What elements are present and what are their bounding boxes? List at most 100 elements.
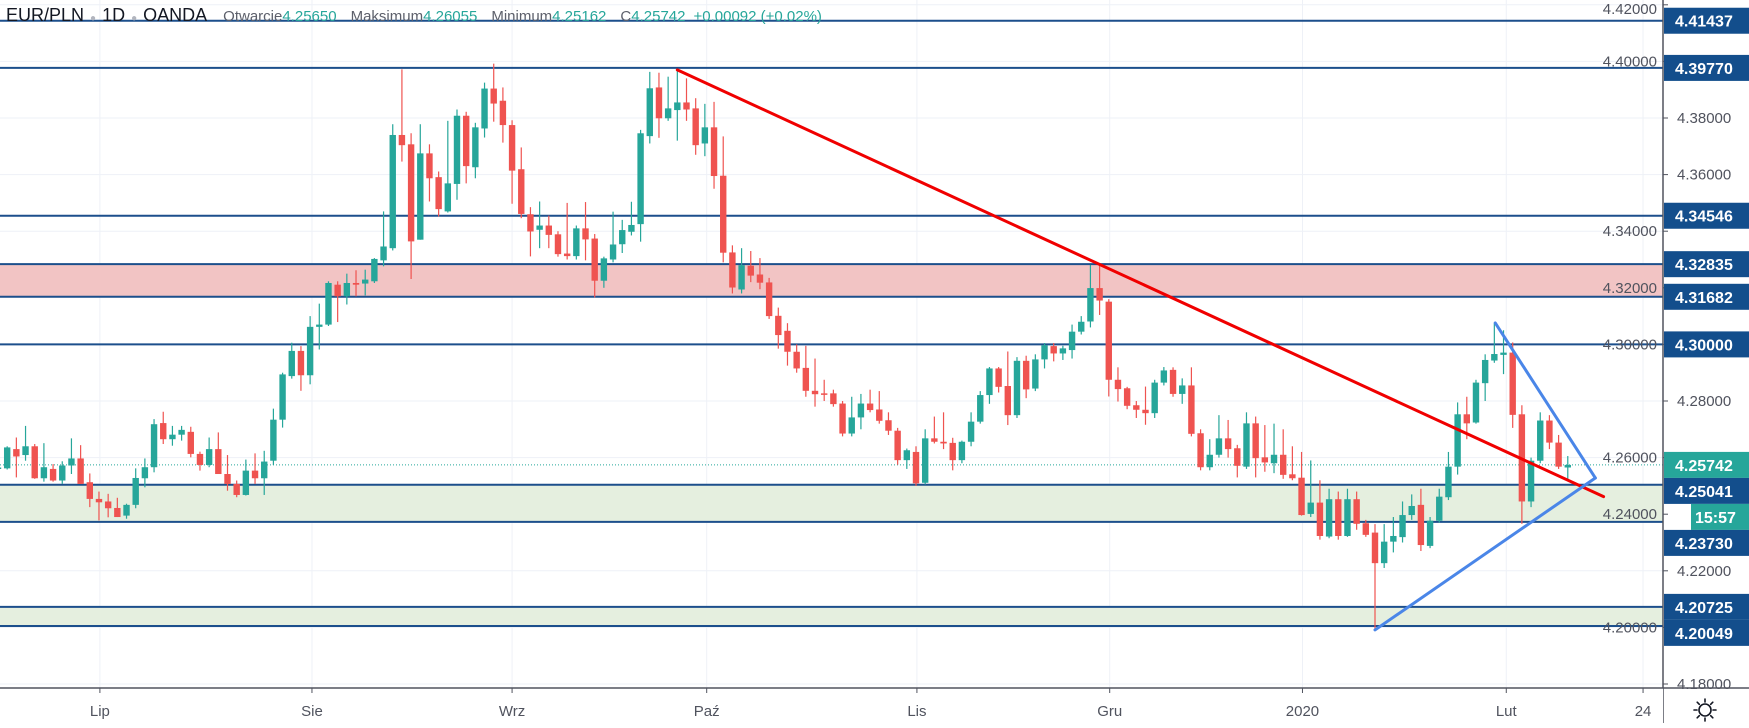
candle: [352, 270, 360, 297]
candle: [765, 277, 773, 319]
candle-body: [591, 238, 598, 281]
level-price-label-box: [1664, 477, 1749, 504]
candle: [1188, 367, 1195, 437]
level-price-label: 4.32835: [1664, 251, 1749, 278]
candle: [912, 446, 920, 486]
candle: [472, 122, 479, 179]
price-tick-label: 4.30000: [1603, 336, 1657, 353]
triangle-upper-line[interactable]: [1493, 321, 1597, 480]
candle: [646, 71, 653, 144]
price-axis[interactable]: 4.42000 4.40000 4.38000 4.36000 4.34000 4.320…: [1603, 0, 1749, 723]
candle: [903, 448, 911, 469]
level-price-label: 4.41437: [1664, 7, 1749, 34]
candle: [435, 171, 442, 217]
candle-body: [1307, 502, 1314, 514]
candle-body: [1041, 345, 1048, 360]
bar-countdown-label: 15:57: [1691, 503, 1749, 530]
support-zone: [0, 606, 1663, 627]
candle: [986, 367, 993, 404]
candle-body: [233, 483, 240, 495]
candle: [683, 78, 690, 121]
level-price-label-text: 4.30000: [1675, 337, 1733, 354]
candle-body: [1068, 331, 1076, 351]
candle-body: [187, 431, 194, 454]
candle: [389, 124, 396, 251]
level-price-label: 4.30000: [1664, 331, 1749, 358]
candle: [1261, 425, 1269, 472]
candle-body: [1509, 352, 1516, 415]
resistance-zone: [0, 264, 1663, 297]
price-tick-label: 4.38000: [1677, 110, 1731, 127]
candle-body: [160, 423, 167, 440]
level-price-label: 4.20049: [1664, 619, 1749, 646]
candle: [261, 450, 268, 495]
candle: [68, 438, 75, 475]
candle: [1078, 316, 1085, 335]
candle-body: [114, 507, 121, 518]
candle-body: [885, 420, 892, 431]
level-price-label-text: 4.20725: [1675, 600, 1733, 617]
candle-body: [426, 153, 433, 179]
time-tick-label: Lis: [907, 703, 926, 720]
trendlines[interactable]: [675, 68, 1606, 632]
candle-body: [1105, 301, 1112, 380]
candle-body: [921, 438, 929, 483]
candle-body: [215, 449, 222, 475]
candle-body: [196, 453, 204, 465]
time-axis[interactable]: Lip Sie Wrz Paź Lis Gru 2020 Lut 24: [0, 687, 1749, 723]
candle-body: [563, 253, 571, 257]
candle: [729, 245, 736, 294]
candle-body: [13, 449, 20, 457]
candle: [187, 426, 194, 458]
candle-body: [316, 324, 323, 327]
candle: [793, 344, 800, 373]
candle: [215, 432, 222, 475]
candle-body: [949, 442, 956, 461]
price-tick-label: 4.42000: [1603, 1, 1657, 18]
candle: [1509, 342, 1516, 428]
candle-body: [747, 265, 754, 276]
candle: [1050, 342, 1057, 362]
candle: [59, 461, 66, 484]
low-value: 4.25162: [552, 8, 607, 25]
level-price-label: 4.39770: [1664, 54, 1749, 81]
symbol-name[interactable]: EUR/PLN: [6, 5, 85, 25]
candle-body: [1344, 499, 1351, 536]
candle: [563, 202, 571, 260]
candle-body: [453, 115, 461, 184]
candle-body: [150, 424, 158, 468]
candle-body: [967, 421, 975, 442]
interval[interactable]: 1D: [102, 5, 126, 25]
price-tick-label: 4.36000: [1677, 167, 1731, 184]
candle: [1546, 415, 1553, 450]
candle-body: [646, 88, 653, 137]
candle-body: [1188, 385, 1195, 434]
gear-icon[interactable]: [1692, 697, 1718, 723]
candle-body: [462, 115, 470, 167]
candle-body: [738, 265, 745, 290]
candle: [150, 419, 158, 473]
high-value: 4.26055: [423, 8, 478, 25]
level-price-label-box: [1664, 529, 1749, 556]
candle: [196, 451, 204, 471]
candle-body: [1243, 423, 1250, 467]
candle: [1353, 491, 1360, 530]
candle: [1068, 324, 1076, 359]
candle-body: [995, 368, 1002, 387]
candle-body: [1151, 382, 1158, 414]
candle: [811, 358, 819, 407]
downtrend-line[interactable]: [675, 68, 1606, 499]
candle-body: [1013, 360, 1021, 416]
candle-body: [729, 252, 736, 288]
open-label: Otwarcie: [223, 8, 283, 25]
candle: [499, 87, 507, 143]
candle: [123, 503, 130, 519]
candle-body: [1252, 423, 1259, 459]
triangle-lower-line[interactable]: [1373, 476, 1597, 632]
candle-body: [756, 274, 764, 283]
horizontal-levels[interactable]: [0, 19, 1663, 628]
candle-body: [1371, 532, 1379, 564]
candle-body: [1096, 288, 1103, 301]
candle: [1270, 423, 1278, 474]
